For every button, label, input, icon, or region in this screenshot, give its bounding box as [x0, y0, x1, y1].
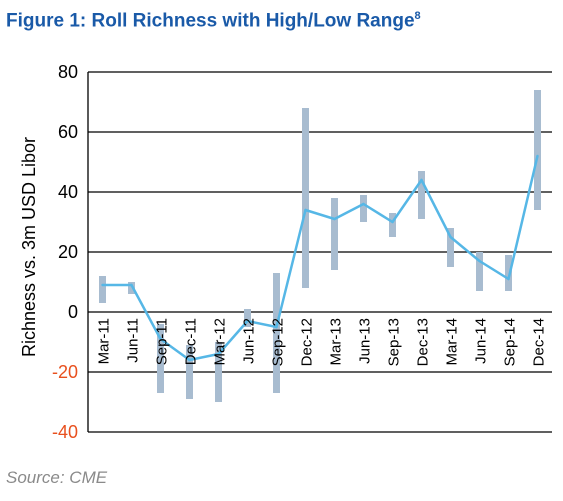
x-tick-label: Jun-13 — [357, 318, 374, 364]
range-bar — [447, 228, 454, 267]
range-bar — [273, 273, 280, 393]
data-point — [275, 325, 278, 329]
y-tick-label: -40 — [52, 422, 78, 442]
data-point — [217, 352, 220, 356]
x-tick-label: Sep-14 — [502, 318, 519, 366]
data-point — [304, 208, 307, 212]
range-bar — [476, 252, 483, 291]
y-tick-label: 40 — [58, 182, 78, 202]
x-tick-label: Sep-11 — [154, 318, 171, 365]
data-point — [130, 283, 133, 287]
range-bar — [418, 171, 425, 219]
x-tick-label: Dec-11 — [183, 318, 200, 365]
range-bar — [389, 213, 396, 237]
range-bar — [302, 108, 309, 288]
y-tick-label: 20 — [58, 242, 78, 262]
data-point — [188, 358, 191, 362]
y-tick-label: -20 — [52, 362, 78, 382]
range-bar — [331, 198, 338, 270]
data-point — [536, 154, 539, 158]
range-bar — [534, 90, 541, 210]
source-note: Source: CME — [6, 468, 108, 487]
x-tick-label: Mar-12 — [212, 318, 229, 366]
range-bar — [186, 345, 193, 399]
data-point — [420, 178, 423, 182]
x-tick-label: Dec-14 — [531, 318, 548, 366]
range-bar — [99, 276, 106, 303]
data-point — [333, 217, 336, 221]
series-line — [102, 155, 539, 362]
range-bar — [128, 282, 135, 294]
range-bar — [505, 255, 512, 291]
data-point — [391, 220, 394, 224]
x-tick-label: Dec-12 — [299, 318, 316, 366]
x-tick-label: Jun-12 — [241, 318, 258, 364]
data-point — [362, 202, 365, 206]
y-tick-label: 80 — [58, 62, 78, 82]
data-point — [507, 277, 510, 281]
data-point — [246, 319, 249, 323]
x-tick-label: Jun-11 — [125, 318, 142, 363]
x-tick-label: Mar-13 — [328, 318, 345, 366]
data-point — [478, 259, 481, 263]
data-point — [101, 283, 104, 287]
title-footnote: 8 — [414, 10, 421, 22]
x-tick-label: Sep-12 — [270, 318, 287, 366]
range-bar — [157, 324, 164, 393]
x-tick-label: Jun-14 — [473, 318, 490, 364]
chart-title: Figure 1: Roll Richness with High/Low Ra… — [6, 10, 421, 32]
range-bar — [244, 309, 251, 327]
y-tick-label: 60 — [58, 122, 78, 142]
data-point — [159, 337, 162, 341]
x-tick-label: Mar-11 — [96, 318, 113, 364]
data-point — [449, 235, 452, 239]
x-tick-label: Dec-13 — [415, 318, 432, 366]
x-tick-label: Mar-14 — [444, 318, 461, 366]
y-axis-title: Richness vs. 3m USD Libor — [19, 137, 39, 357]
range-bar — [360, 195, 367, 222]
y-tick-label: 0 — [68, 302, 78, 322]
x-tick-label: Sep-13 — [386, 318, 403, 366]
range-bar — [215, 342, 222, 402]
